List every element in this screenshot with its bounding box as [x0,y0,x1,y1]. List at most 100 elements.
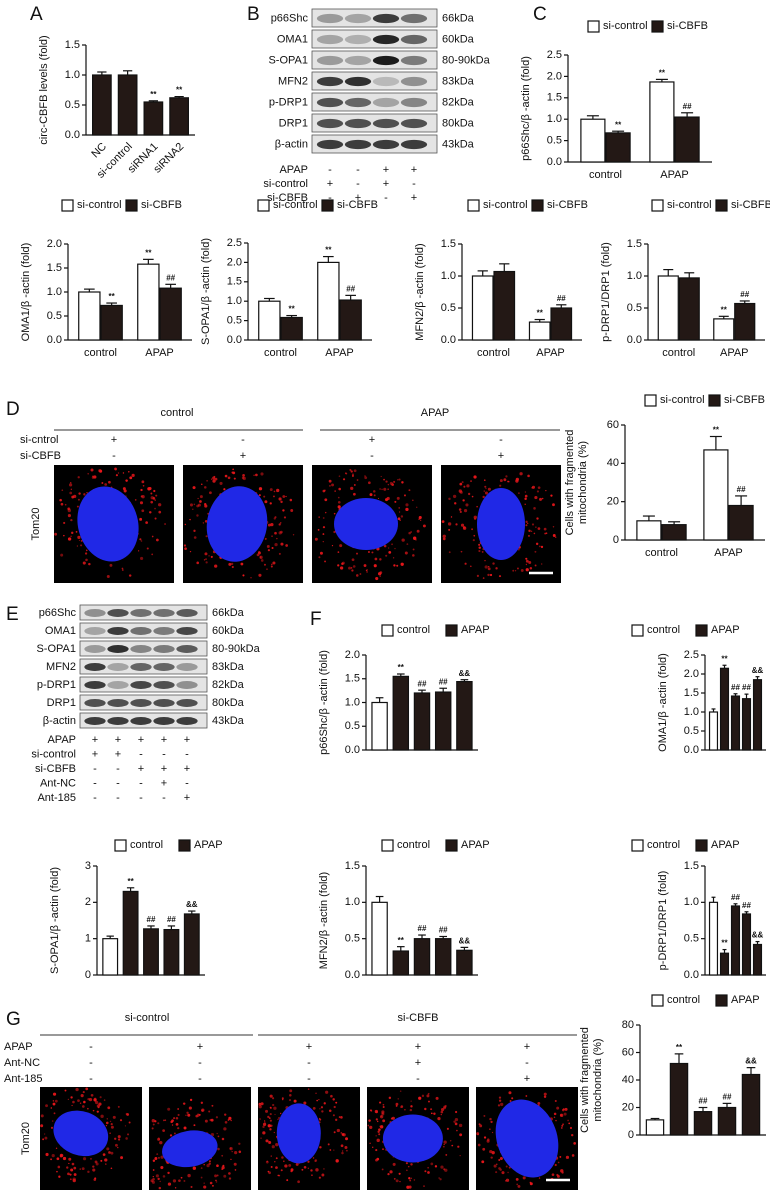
mito-dot [208,555,210,557]
mito-dot [88,562,91,566]
condition-sign: - [328,192,332,204]
mito-dot [499,479,503,483]
condition-sign: - [198,1057,202,1069]
mito-dot [405,507,409,512]
mito-dot [274,1113,276,1116]
mito-dot [270,565,273,568]
mito-dot [265,1109,269,1113]
protein-label: p66Shc [39,607,77,619]
mito-dot [319,1146,322,1149]
mito-dot [449,1140,452,1142]
bar [456,949,473,976]
significance-mark: ** [713,426,720,435]
condition-sign: - [139,748,143,760]
mito-dot [78,539,81,542]
y-axis-label: OMA1/β -actin (fold) [657,653,669,752]
mito-dot [527,474,530,478]
blot-band [153,609,175,617]
mito-dot [470,480,472,483]
mito-dot [525,559,529,563]
bar [649,81,675,163]
mito-dot [340,1132,343,1134]
mito-dot [350,470,353,473]
y-tick-label: 0.5 [345,933,360,945]
mito-dot [158,503,162,507]
mito-dot [157,1137,161,1141]
mito-dot [164,1119,167,1122]
mito-dot [119,1119,123,1122]
blot-band [130,699,152,707]
mito-dot [487,1138,490,1141]
condition-sign: + [138,763,144,775]
mito-dot [375,1158,378,1162]
mito-dot [85,549,88,552]
mito-dot [378,1128,381,1132]
mito-dot [505,475,508,478]
bar [717,1106,737,1136]
mito-dot [321,1173,325,1177]
condition-sign: - [93,777,97,789]
mito-dot [262,1125,265,1129]
y-tick-label: 40 [607,457,619,469]
mito-dot [515,1177,519,1181]
mito-dot [192,508,194,510]
blot-band [316,34,344,45]
bar [434,938,452,976]
mito-dot [382,1105,385,1108]
condition-sign: + [415,1057,421,1069]
mito-dot [198,1113,201,1116]
mito-dot [150,1179,154,1183]
mito-dot [379,1101,382,1104]
mito-dot [338,487,342,491]
blot-strip [79,640,208,657]
mito-dot [192,1166,197,1170]
mito-dot [490,1120,493,1124]
condition-sign: + [184,792,190,804]
y-axis-label: Cells with fragmented [564,430,576,536]
mito-dot [187,1173,191,1178]
bar [730,695,741,751]
mito-dot [139,501,144,505]
mito-dot [398,1172,401,1175]
mito-dot [409,1179,412,1182]
blot-band [153,681,175,689]
protein-label: p-DRP1 [37,679,76,691]
significance-mark: ## [346,284,355,293]
mito-dot [462,499,465,502]
mito-dot [80,1094,84,1098]
mito-dot [272,561,276,565]
bar [163,928,180,976]
mito-dot [455,1110,458,1114]
mito-dot [60,502,64,506]
mito-dot [330,1094,333,1098]
mito-dot [498,1159,501,1162]
mito-dot [503,478,507,482]
size-label: 66kDa [212,607,245,619]
mito-dot [54,1099,58,1103]
mito-dot [286,1179,289,1182]
y-tick-label: 2 [85,896,91,908]
mito-dot [388,550,392,554]
mito-dot [199,495,203,499]
mito-dot [525,1095,528,1097]
condition-sign: - [198,1073,202,1085]
mito-dot [123,489,127,493]
blot-band [316,97,344,108]
mito-dot [495,1171,498,1174]
significance-mark: ** [615,120,622,129]
legend-label: APAP [461,624,490,636]
y-tick-label: 1.5 [345,860,360,872]
mito-dot [301,1168,304,1171]
mito-dot [81,1167,85,1171]
mito-dot [259,1118,261,1120]
condition-sign: - [241,434,245,446]
y-tick-label: 1.5 [627,238,642,250]
mito-dot [339,566,344,570]
mito-dot [282,509,285,512]
mito-dot [290,509,294,512]
mito-dot [377,1130,380,1133]
mito-dot [283,516,287,519]
mito-dot [228,562,232,566]
bar [102,938,119,976]
bar [434,691,452,751]
